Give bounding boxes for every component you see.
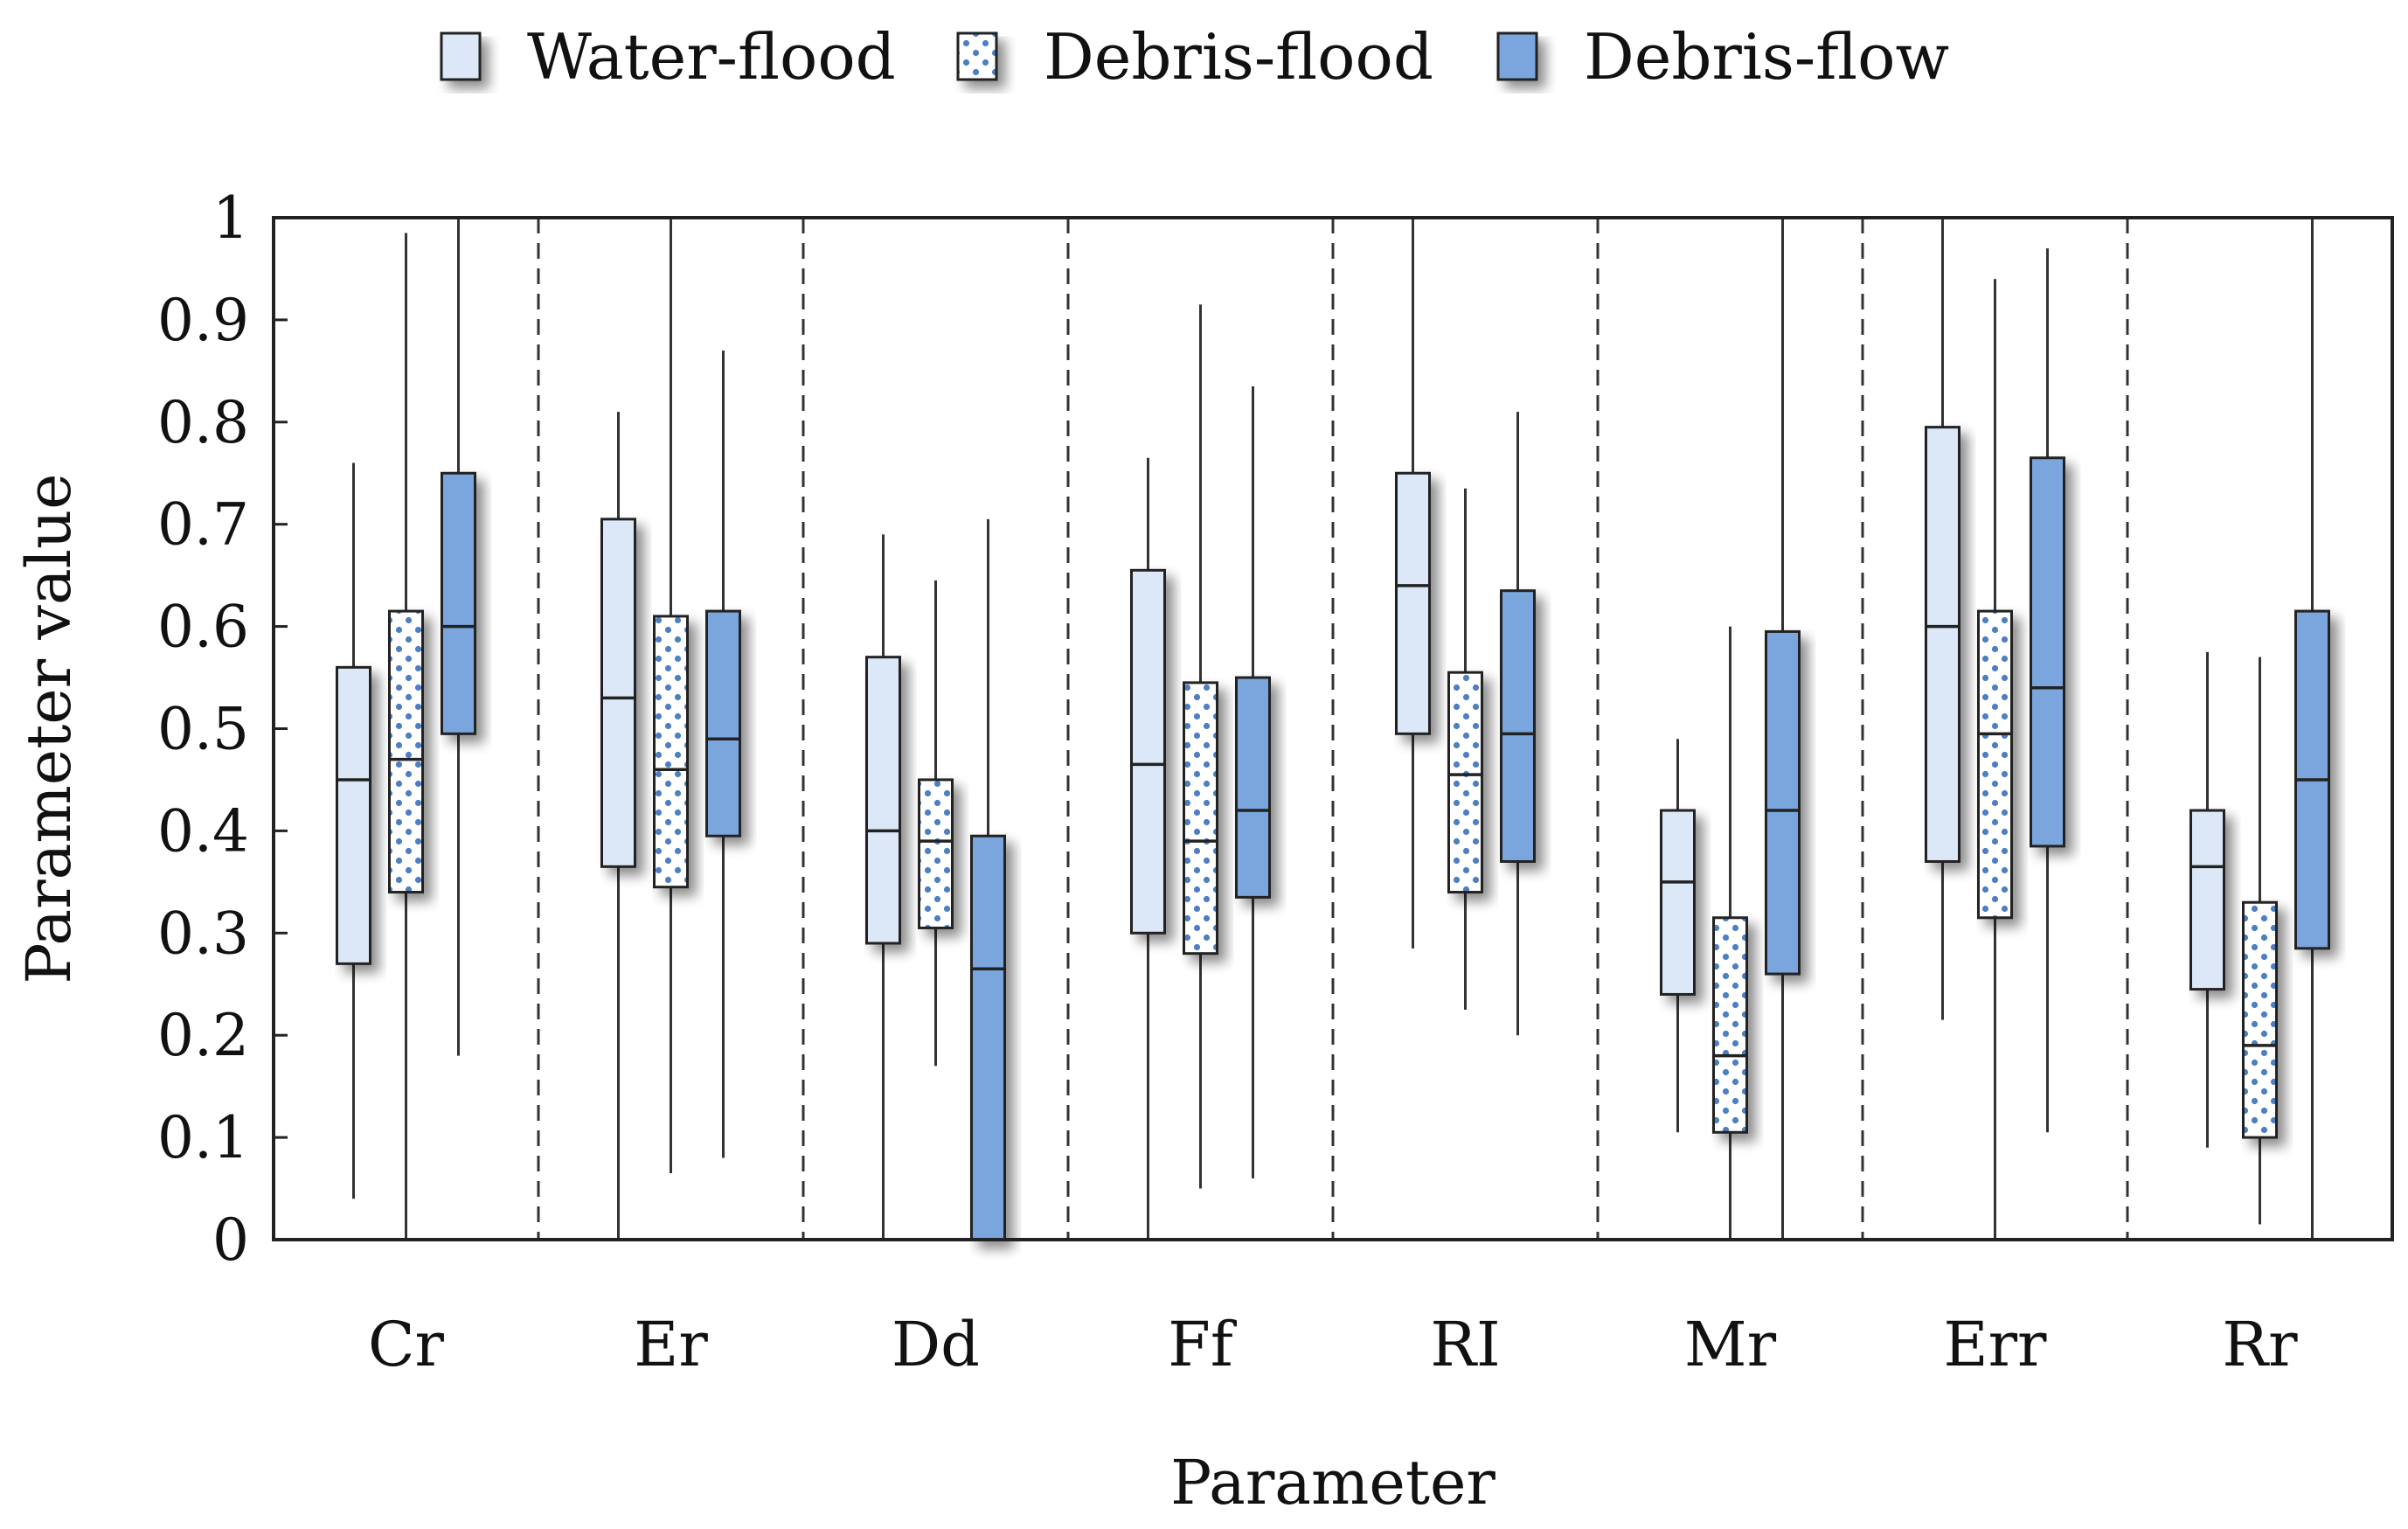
box-debris-flood-ff: [1183, 304, 1218, 1189]
x-category-label: Er: [634, 1309, 708, 1380]
box-iqr: [1183, 681, 1218, 956]
legend-swatch-water-flood: [440, 31, 482, 81]
y-tick-label: 0.1: [157, 1104, 249, 1171]
y-tick-label: 0.9: [157, 287, 249, 354]
box-iqr: [1660, 809, 1696, 996]
y-tick-label: 0.6: [157, 594, 249, 661]
box-iqr: [918, 778, 954, 929]
x-category-label: Mr: [1684, 1309, 1777, 1380]
box-iqr: [1925, 426, 1960, 863]
x-category-label: RI: [1430, 1309, 1500, 1380]
box-debris-flow-dd: [970, 518, 1006, 1241]
box-water-flood-er: [600, 412, 636, 1240]
legend: Water-flood Debris-flood Debris-flow: [440, 20, 1949, 94]
legend-swatch-debris-flow: [1496, 31, 1538, 81]
y-tick-label: 0.5: [157, 696, 249, 763]
box-iqr: [1130, 568, 1166, 935]
box-water-flood-mr: [1660, 739, 1696, 1133]
box-iqr: [1235, 676, 1271, 899]
x-category-label: Cr: [368, 1309, 445, 1380]
box-water-flood-rr: [2189, 651, 2225, 1148]
x-axis-category-labels: Cr Er Dd Ff RI Mr Err Rr: [368, 1309, 2298, 1380]
box-debris-flow-err: [2030, 248, 2065, 1133]
box-iqr: [1712, 916, 1748, 1134]
box-debris-flow-er: [705, 350, 741, 1158]
box-iqr: [388, 609, 424, 894]
box-water-flood-ri: [1395, 218, 1431, 949]
box-iqr: [705, 609, 741, 837]
x-category-label: Err: [1943, 1309, 2047, 1380]
box-iqr: [1765, 629, 1801, 976]
box-iqr: [600, 518, 636, 868]
box-debris-flood-dd: [918, 580, 954, 1067]
box-iqr: [2030, 456, 2065, 848]
box-iqr: [970, 834, 1006, 1241]
y-tick-label: 0.7: [157, 491, 249, 559]
x-category-label: Ff: [1168, 1309, 1238, 1380]
box-iqr: [1447, 671, 1483, 894]
legend-label-debris-flow: Debris-flow: [1584, 20, 1949, 94]
y-tick-label: 0.4: [157, 797, 249, 865]
box-iqr: [2189, 809, 2225, 991]
y-axis-ticks: 0 0.1 0.2 0.3 0.4 0.5 0.6 0.7 0.8 0.9 1: [157, 184, 288, 1274]
box-debris-flow-ff: [1235, 386, 1271, 1178]
x-category-label: Dd: [892, 1309, 980, 1380]
box-debris-flow-rr: [2294, 218, 2330, 1240]
box-debris-flood-er: [653, 218, 689, 1174]
box-iqr: [336, 665, 371, 965]
box-water-flood-err: [1925, 218, 1960, 1020]
box-debris-flood-err: [1977, 279, 2013, 1240]
box-iqr: [1977, 609, 2013, 920]
box-iqr: [865, 656, 901, 945]
box-water-flood-dd: [865, 534, 901, 1240]
box-debris-flow-cr: [441, 218, 476, 1056]
y-tick-label: 0.8: [157, 389, 249, 456]
box-debris-flood-cr: [388, 233, 424, 1240]
box-iqr: [441, 471, 476, 735]
legend-label-water-flood: Water-flood: [527, 20, 896, 94]
y-tick-label: 0.2: [157, 1002, 249, 1069]
box-water-flood-ff: [1130, 457, 1166, 1240]
box-debris-flood-rr: [2242, 657, 2278, 1225]
box-iqr: [653, 615, 689, 889]
legend-swatch-debris-flood: [956, 31, 998, 81]
x-axis-title: Parameter: [1170, 1447, 1495, 1519]
y-tick-label: 0.3: [157, 900, 249, 967]
box-series-group: [336, 218, 2330, 1241]
y-tick-label: 1: [212, 184, 249, 252]
box-iqr: [2242, 900, 2278, 1139]
y-axis-title: Parameter value: [13, 473, 85, 983]
box-water-flood-cr: [336, 462, 371, 1199]
box-debris-flow-ri: [1500, 412, 1536, 1036]
box-debris-flood-mr: [1712, 626, 1748, 1240]
box-iqr: [1395, 471, 1431, 735]
legend-label-debris-flood: Debris-flood: [1044, 20, 1433, 94]
box-debris-flood-ri: [1447, 488, 1483, 1010]
box-debris-flow-mr: [1765, 218, 1801, 1240]
y-tick-label: 0: [212, 1206, 249, 1274]
box-iqr: [1500, 589, 1536, 863]
x-category-label: Rr: [2222, 1309, 2298, 1380]
category-separators: [537, 218, 2129, 1240]
